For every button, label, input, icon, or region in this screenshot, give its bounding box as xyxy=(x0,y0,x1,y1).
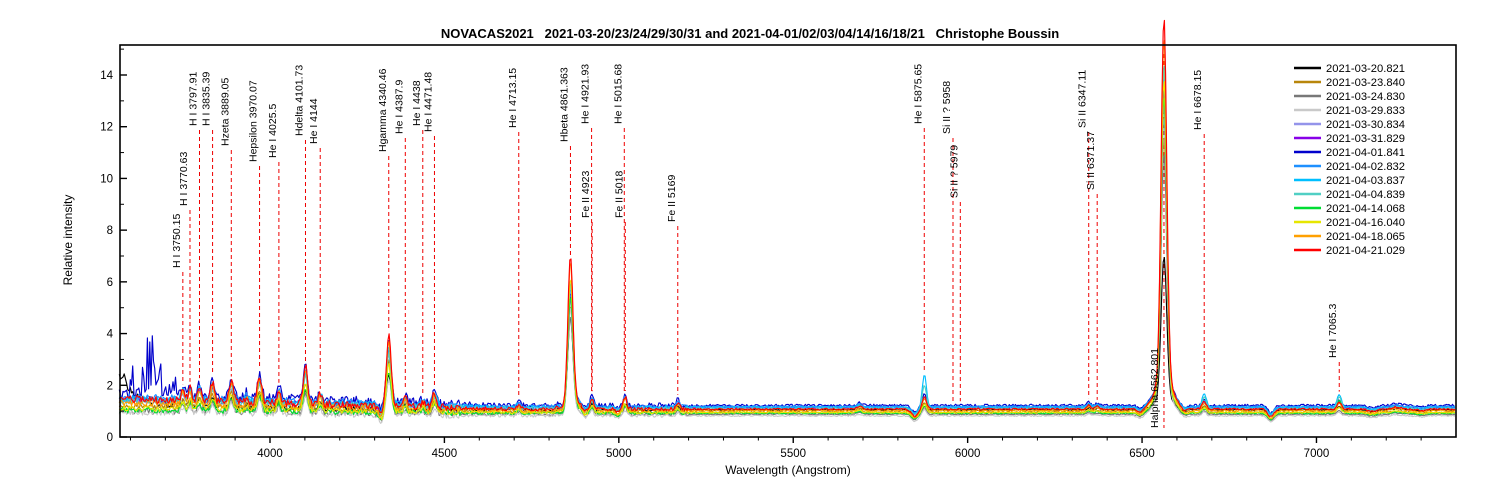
spectral-line-label: He I 5875.65 xyxy=(912,64,924,124)
legend-entry-label: 2021-03-30.834 xyxy=(1326,119,1405,131)
series-curve-2021-04-21.029 xyxy=(118,19,1456,418)
spectral-line-label: He I 4713.15 xyxy=(507,68,519,128)
spectral-line-label: H I 3750.15 xyxy=(171,214,183,268)
x-tick-label: 6000 xyxy=(955,448,981,460)
spectral-line-label: Hepsilon 3970.07 xyxy=(248,80,260,162)
legend-entry-label: 2021-04-18.065 xyxy=(1326,231,1405,243)
y-tick-label: 6 xyxy=(107,277,113,289)
spectral-line-label: Hbeta 4861.363 xyxy=(558,67,570,142)
spectral-line-label: He I 7065.3 xyxy=(1327,304,1339,358)
y-tick-label: 12 xyxy=(100,122,113,134)
y-tick-label: 0 xyxy=(107,432,113,444)
series-curve-2021-04-14.068 xyxy=(119,97,1456,421)
spectral-line-label: Fe II 5169 xyxy=(666,175,678,222)
x-tick-label: 7000 xyxy=(1304,448,1330,460)
series-curve-2021-04-18.065 xyxy=(118,39,1456,419)
y-tick-label: 2 xyxy=(107,380,113,392)
y-tick-label: 14 xyxy=(100,70,113,82)
spectral-line-label: He I 4471.48 xyxy=(422,72,434,132)
spectral-line-label: He I 5015.68 xyxy=(612,64,624,124)
legend-entry-label: 2021-03-29.833 xyxy=(1326,105,1405,117)
spectral-line-label: He I 4921.93 xyxy=(580,64,592,124)
legend-entry-label: 2021-03-23.840 xyxy=(1326,77,1405,89)
spectral-line-label: Hzeta 3889.05 xyxy=(219,78,231,146)
legend-entry-label: 2021-03-24.830 xyxy=(1326,91,1405,103)
spectral-line-label: Hgamma 4340.46 xyxy=(377,68,389,152)
spectral-line-label: H I 3770.63 xyxy=(178,152,190,206)
spectral-line-label: He I 6678.15 xyxy=(1192,70,1204,130)
legend-entry-label: 2021-03-20.821 xyxy=(1326,63,1405,75)
x-tick-label: 4500 xyxy=(432,448,458,460)
spectral-line-label: Halpha 6562.801 xyxy=(1149,348,1161,428)
spectral-line-label: Si II ? 5958 xyxy=(941,81,953,134)
legend-entry-label: 2021-04-16.040 xyxy=(1326,217,1405,229)
x-tick-label: 5500 xyxy=(780,448,806,460)
plot-frame xyxy=(119,44,1457,438)
series-curve-2021-03-24.830 xyxy=(119,154,1456,422)
x-tick-label: 6500 xyxy=(1129,448,1155,460)
spectral-line-label: He I 4025.5 xyxy=(267,104,279,158)
legend-entry-label: 2021-04-21.029 xyxy=(1326,245,1405,257)
series-curve-2021-04-01.841 xyxy=(118,87,1456,415)
legend-entry-label: 2021-04-03.837 xyxy=(1326,175,1405,187)
legend-entry-label: 2021-04-04.839 xyxy=(1326,189,1405,201)
spectral-line-label: H I 3797.91 xyxy=(188,72,200,126)
series-curve-2021-04-16.040 xyxy=(118,81,1456,421)
spectral-line-label: Si II ? 5979 xyxy=(948,145,960,198)
legend-entry-label: 2021-04-14.068 xyxy=(1326,203,1405,215)
x-axis-label: Wavelength (Angstrom) xyxy=(725,463,851,477)
series-curve-2021-03-23.840 xyxy=(118,137,1456,420)
y-tick-label: 10 xyxy=(100,173,113,185)
spectral-line-label: Hdelta 4101.73 xyxy=(293,65,305,136)
spectral-line-label: He I 4144 xyxy=(308,98,320,144)
series-curve-2021-03-30.834 xyxy=(118,104,1456,416)
spectral-line-label: He I 4438 xyxy=(411,80,423,126)
spectral-line-label: Fe II 4923 xyxy=(580,171,592,218)
legend-entry-label: 2021-04-02.832 xyxy=(1326,161,1405,173)
y-tick-label: 4 xyxy=(107,329,114,341)
spectral-line-label: H I 3835.39 xyxy=(201,72,213,126)
chart-title: NOVACAS2021 2021-03-20/23/24/29/30/31 an… xyxy=(440,26,1060,41)
x-tick-label: 5000 xyxy=(606,448,632,460)
y-tick-label: 8 xyxy=(107,225,113,237)
legend-entry-label: 2021-04-01.841 xyxy=(1326,147,1405,159)
x-tick-label: 4000 xyxy=(257,448,283,460)
series-curve-2021-03-29.833 xyxy=(118,117,1456,424)
y-axis-label: Relative intensity xyxy=(61,194,75,286)
spectral-line-label: Si II 6371.37 xyxy=(1085,131,1097,190)
spectral-line-label: He I 4387.9 xyxy=(393,80,405,134)
spectral-line-label: Fe II 5018 xyxy=(613,171,625,218)
spectral-line-label: Si II 6347.11 xyxy=(1077,70,1089,128)
legend-entry-label: 2021-03-31.829 xyxy=(1326,133,1405,145)
